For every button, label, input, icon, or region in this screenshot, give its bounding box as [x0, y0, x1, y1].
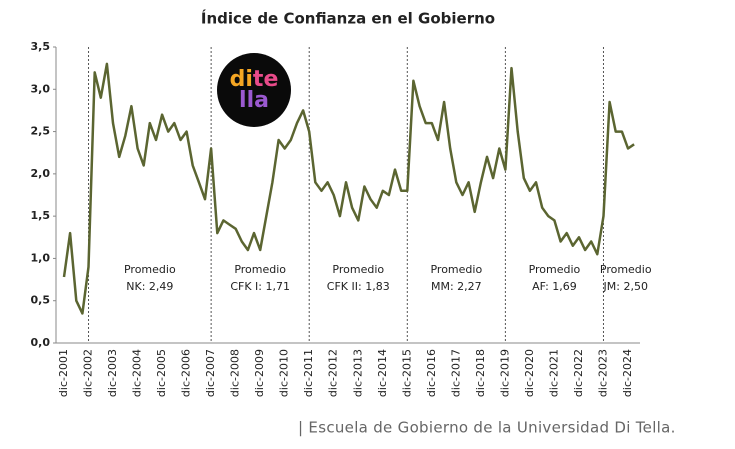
x-tick-label: dic-2008 [229, 349, 242, 397]
x-tick-label: dic-2009 [253, 349, 266, 397]
x-tick-label: dic-2024 [621, 349, 634, 397]
x-tick-label: dic-2020 [523, 349, 536, 397]
period-title: Promedio [234, 263, 286, 276]
x-tick-label: dic-2005 [155, 349, 168, 397]
x-tick-label: dic-2018 [474, 349, 487, 397]
period-average: NK: 2,49 [126, 280, 173, 293]
x-tick-label: dic-2017 [449, 349, 462, 397]
logo-part: te [253, 67, 278, 92]
caption: | Escuela de Gobierno de la Universidad … [298, 419, 676, 437]
period-average: AF: 1,69 [532, 280, 577, 293]
y-tick-label: 1,0 [31, 251, 51, 264]
y-tick-label: 3,5 [31, 40, 51, 53]
x-tick-label: dic-2013 [351, 349, 364, 397]
chart-title: Índice de Confianza en el Gobierno [201, 9, 495, 28]
logo-part: di [230, 67, 253, 92]
period-title: Promedio [332, 263, 384, 276]
period-title: Promedio [124, 263, 176, 276]
x-tick-label: dic-2022 [572, 349, 585, 397]
x-tick-label: dic-2003 [106, 349, 119, 397]
y-tick-label: 1,5 [31, 209, 51, 222]
x-tick-label: dic-2011 [302, 349, 315, 397]
x-tick-label: dic-2006 [180, 349, 193, 397]
x-tick-label: dic-2019 [498, 349, 511, 397]
period-title: Promedio [600, 263, 652, 276]
logo-badge [217, 53, 291, 127]
x-tick-label: dic-2015 [400, 349, 413, 397]
x-tick-label: dic-2001 [57, 349, 70, 397]
y-tick-label: 0,0 [31, 336, 51, 349]
logo-text: dite [230, 67, 279, 92]
x-tick-label: dic-2010 [278, 349, 291, 397]
x-tick-label: dic-2023 [596, 349, 609, 397]
y-tick-label: 2,5 [31, 125, 51, 138]
x-tick-label: dic-2016 [425, 349, 438, 397]
x-tick-label: dic-2007 [204, 349, 217, 397]
period-title: Promedio [430, 263, 482, 276]
period-average: JM: 2,50 [603, 280, 648, 293]
x-tick-label: dic-2014 [376, 349, 389, 397]
period-average: MM: 2,27 [431, 280, 482, 293]
period-average: CFK II: 1,83 [327, 280, 390, 293]
series-line [62, 62, 635, 315]
period-average: CFK I: 1,71 [230, 280, 290, 293]
y-tick-label: 3,0 [31, 82, 51, 95]
x-tick-label: dic-2004 [131, 349, 144, 397]
y-tick-label: 2,0 [31, 167, 51, 180]
y-tick-label: 0,5 [31, 294, 51, 307]
x-tick-label: dic-2021 [547, 349, 560, 397]
period-title: Promedio [529, 263, 581, 276]
logo-text: lla [239, 88, 269, 113]
x-tick-label: dic-2002 [82, 349, 95, 397]
x-tick-label: dic-2012 [327, 349, 340, 397]
